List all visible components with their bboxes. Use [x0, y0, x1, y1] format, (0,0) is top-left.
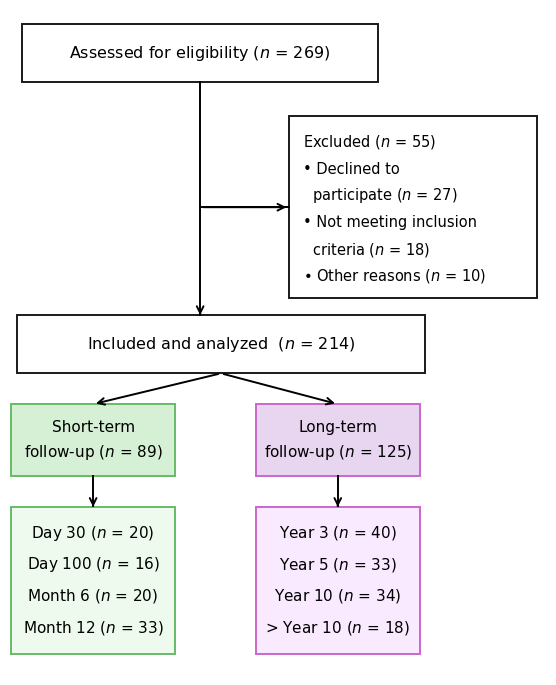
Text: > Year 10 ($n$ = 18): > Year 10 ($n$ = 18) — [265, 619, 410, 637]
Text: Excluded ($n$ = 55): Excluded ($n$ = 55) — [303, 133, 436, 151]
Text: follow-up ($n$ = 89): follow-up ($n$ = 89) — [24, 443, 162, 462]
Text: • Not meeting inclusion: • Not meeting inclusion — [303, 215, 477, 230]
FancyBboxPatch shape — [256, 404, 420, 476]
Text: Included and analyzed  ($n$ = 214): Included and analyzed ($n$ = 214) — [87, 335, 355, 353]
Text: Year 5 ($n$ = 33): Year 5 ($n$ = 33) — [279, 556, 396, 574]
Text: • Other reasons ($n$ = 10): • Other reasons ($n$ = 10) — [303, 267, 486, 286]
FancyBboxPatch shape — [289, 116, 537, 298]
Text: participate ($n$ = 27): participate ($n$ = 27) — [303, 186, 458, 206]
FancyBboxPatch shape — [11, 404, 175, 476]
Text: • Declined to: • Declined to — [303, 162, 400, 177]
Text: Month 12 ($n$ = 33): Month 12 ($n$ = 33) — [23, 619, 163, 637]
Text: Day 100 ($n$ = 16): Day 100 ($n$ = 16) — [27, 556, 160, 574]
Text: Month 6 ($n$ = 20): Month 6 ($n$ = 20) — [27, 587, 159, 606]
FancyBboxPatch shape — [256, 507, 420, 654]
Text: follow-up ($n$ = 125): follow-up ($n$ = 125) — [264, 443, 412, 462]
FancyBboxPatch shape — [17, 315, 425, 373]
Text: Year 10 ($n$ = 34): Year 10 ($n$ = 34) — [274, 587, 401, 606]
Text: criteria ($n$ = 18): criteria ($n$ = 18) — [303, 240, 430, 258]
FancyBboxPatch shape — [22, 24, 378, 82]
FancyBboxPatch shape — [11, 507, 175, 654]
Text: Long-term: Long-term — [298, 420, 378, 435]
Text: Day 30 ($n$ = 20): Day 30 ($n$ = 20) — [32, 523, 155, 543]
Text: Short-term: Short-term — [52, 420, 135, 435]
Text: Assessed for eligibility ($n$ = 269): Assessed for eligibility ($n$ = 269) — [70, 44, 331, 62]
Text: Year 3 ($n$ = 40): Year 3 ($n$ = 40) — [279, 524, 396, 542]
